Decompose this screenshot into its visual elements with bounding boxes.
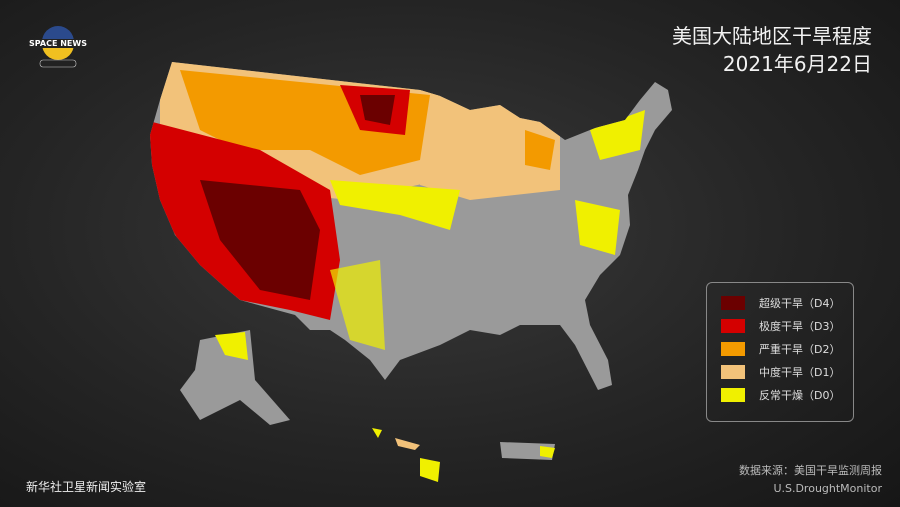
legend-swatch (721, 319, 745, 333)
source-line: 数据来源：美国干旱监测周报 (739, 464, 882, 477)
data-source: 数据来源：美国干旱监测周报 U.S.DroughtMonitor (739, 462, 882, 498)
legend-swatch (721, 296, 745, 310)
map-title: 美国大陆地区干旱程度 2021年6月22日 (672, 22, 872, 78)
region-d2-michigan (525, 130, 555, 170)
legend-label: 反常干燥（D0） (759, 389, 841, 402)
legend-item-d4: 超级干旱（D4） (721, 295, 840, 311)
space-news-logo: SPACE NEWS (29, 26, 87, 68)
legend-swatch (721, 365, 745, 379)
region-d0-texas (330, 260, 385, 350)
region-d4-dakotas (360, 95, 395, 125)
hawaii (372, 428, 440, 482)
puerto-rico (500, 442, 555, 460)
legend-label: 中度干旱（D1） (759, 366, 841, 379)
footer-credit: 新华社卫星新闻实验室 (26, 480, 147, 494)
region-d0-plains (330, 180, 460, 230)
legend-label: 极度干旱（D3） (759, 320, 841, 333)
source-name: U.S.DroughtMonitor (773, 482, 882, 495)
legend-swatch (721, 388, 745, 402)
alaska (180, 330, 290, 425)
title-text: 美国大陆地区干旱程度 (672, 24, 872, 48)
legend-item-d2: 严重干旱（D2） (721, 341, 840, 357)
region-d4-southwest (200, 180, 320, 300)
legend-swatch (721, 342, 745, 356)
contiguous-us (150, 62, 672, 390)
legend-label: 严重干旱（D2） (759, 343, 841, 356)
legend-item-d3: 极度干旱（D3） (721, 318, 840, 334)
legend-label: 超级干旱（D4） (759, 297, 841, 310)
region-d0-east (575, 200, 620, 255)
region-d0-northeast (590, 110, 645, 160)
legend-item-d1: 中度干旱（D1） (721, 364, 840, 380)
legend-item-d0: 反常干燥（D0） (721, 387, 840, 403)
legend: 超级干旱（D4） 极度干旱（D3） 严重干旱（D2） 中度干旱（D1） 反常干燥… (706, 282, 854, 422)
svg-text:SPACE NEWS: SPACE NEWS (29, 39, 87, 48)
date-text: 2021年6月22日 (722, 52, 872, 76)
